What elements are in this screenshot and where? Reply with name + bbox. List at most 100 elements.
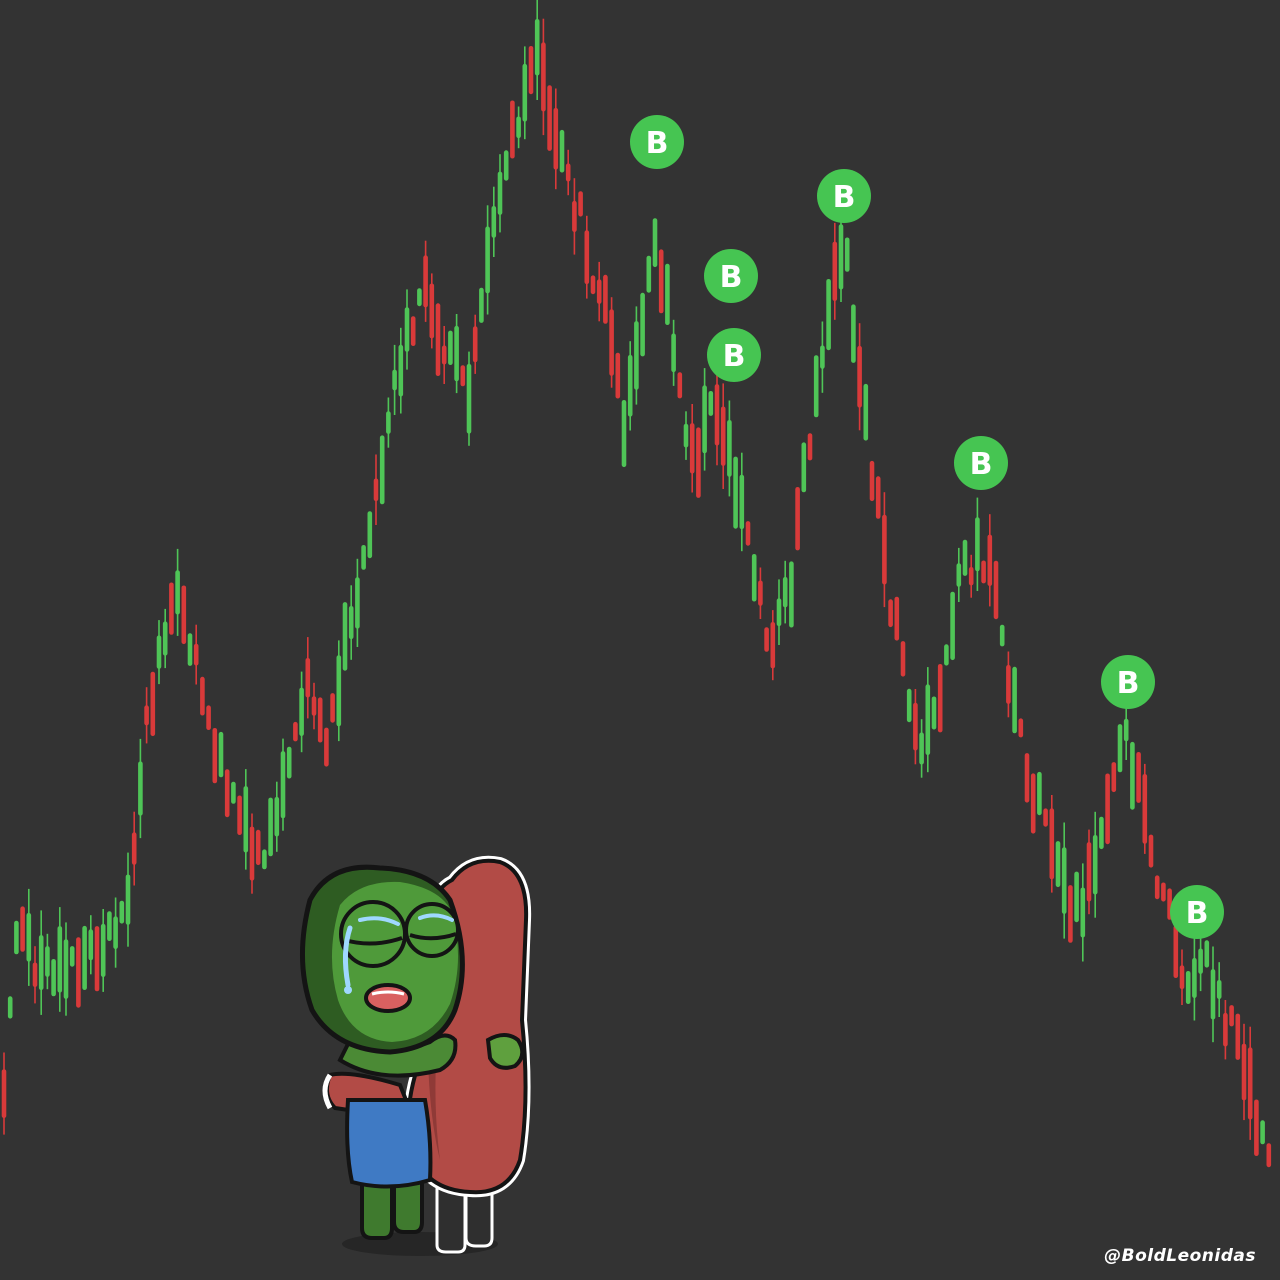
candle-down (1154, 875, 1160, 900)
candle-up (268, 797, 273, 857)
candle-down (1111, 762, 1117, 793)
buy-marker: B (630, 115, 684, 169)
candle-down (20, 906, 25, 952)
buy-marker: B (1170, 885, 1224, 939)
candle-wick (102, 909, 104, 992)
candle-wick (114, 897, 117, 968)
candle-wick (685, 411, 687, 460)
candle-wick (443, 326, 445, 384)
candle-wick (276, 781, 278, 852)
candle-wick (629, 341, 631, 431)
candle-wick (375, 454, 377, 525)
candle-down (615, 352, 621, 399)
candle-down (764, 627, 769, 652)
buy-marker-circle (630, 115, 684, 169)
candle-wick (34, 946, 36, 1004)
candle-down (578, 191, 583, 217)
buy-marker-circle (707, 328, 761, 382)
candle-down (76, 937, 81, 1008)
candle-down (981, 560, 986, 584)
candle-wick (834, 222, 836, 320)
candle-wick (387, 397, 390, 448)
candle-up (119, 900, 125, 924)
candle-up (931, 696, 937, 730)
candle-wick (573, 178, 576, 255)
candle-up (14, 920, 19, 955)
candle-wick (1199, 931, 1202, 992)
candle-up (1055, 841, 1061, 888)
candle-wick (586, 215, 588, 299)
candle-down (658, 249, 664, 314)
candle-down (150, 671, 156, 737)
candle-down (1235, 1013, 1241, 1060)
candle-wick (350, 585, 352, 660)
candle-wick (65, 922, 67, 1016)
candle-up (107, 911, 112, 941)
candle-down (869, 460, 875, 502)
buy-marker-label: B (720, 260, 743, 295)
candle-down (1018, 718, 1024, 738)
candle-up (844, 237, 850, 272)
candle-down (1105, 773, 1110, 845)
candle-down (181, 585, 187, 645)
candle-wick (567, 149, 569, 196)
candle-up (646, 255, 652, 293)
candle-up (1117, 724, 1123, 773)
candle-down (330, 693, 335, 723)
candle-wick (1243, 1023, 1245, 1121)
candle-wick (927, 667, 929, 773)
candle-wick (716, 364, 718, 466)
candle-up (950, 591, 955, 661)
candle-up (906, 688, 912, 723)
candle-wick (1125, 699, 1127, 760)
candle-wick (976, 497, 979, 591)
crying-frog-icon (299, 864, 465, 1240)
candle-up (944, 644, 949, 666)
candle-down (410, 316, 416, 346)
candle-wick (542, 18, 545, 136)
candle-up (751, 554, 757, 602)
candle-wick (920, 719, 923, 778)
candle-up (826, 279, 831, 351)
candle-down (1024, 753, 1030, 803)
candle-wick (28, 888, 30, 986)
candle-up (262, 849, 267, 870)
buy-marker: B (707, 328, 761, 382)
candle-up (448, 330, 453, 365)
buy-marker-label: B (970, 447, 993, 482)
candle-down (1068, 885, 1073, 943)
candle-wick (741, 452, 743, 552)
candle-wick (722, 383, 724, 489)
candle-wick (486, 205, 489, 315)
candle-wick (1082, 863, 1084, 962)
candle-down (1148, 834, 1154, 868)
candle-up (813, 355, 819, 418)
candle-down (212, 728, 218, 784)
candle-wick (1193, 935, 1196, 1021)
candle-down (1161, 882, 1166, 902)
candle-up (7, 996, 13, 1019)
candle-up (82, 925, 87, 990)
candle-down (1136, 752, 1141, 803)
candle-down (875, 476, 881, 519)
candle-wick (431, 273, 433, 349)
candle-wick (759, 567, 762, 619)
buy-marker-circle (704, 249, 758, 303)
candle-up (1099, 816, 1104, 850)
candle-wick (338, 640, 340, 742)
candle-wick (406, 289, 408, 370)
candle-up (187, 633, 193, 666)
candle-wick (356, 558, 359, 647)
candle-up (1130, 741, 1135, 810)
candle-wick (300, 671, 303, 753)
buy-marker-circle (817, 169, 871, 223)
candle-down (460, 365, 466, 387)
candle-down (795, 487, 800, 551)
candle-wick (610, 297, 613, 388)
candle-wick (3, 1052, 5, 1135)
candle-wick (133, 811, 135, 886)
candle-wick (307, 637, 309, 719)
buy-marker-label: B (646, 126, 669, 161)
buy-marker-label: B (1186, 896, 1209, 931)
